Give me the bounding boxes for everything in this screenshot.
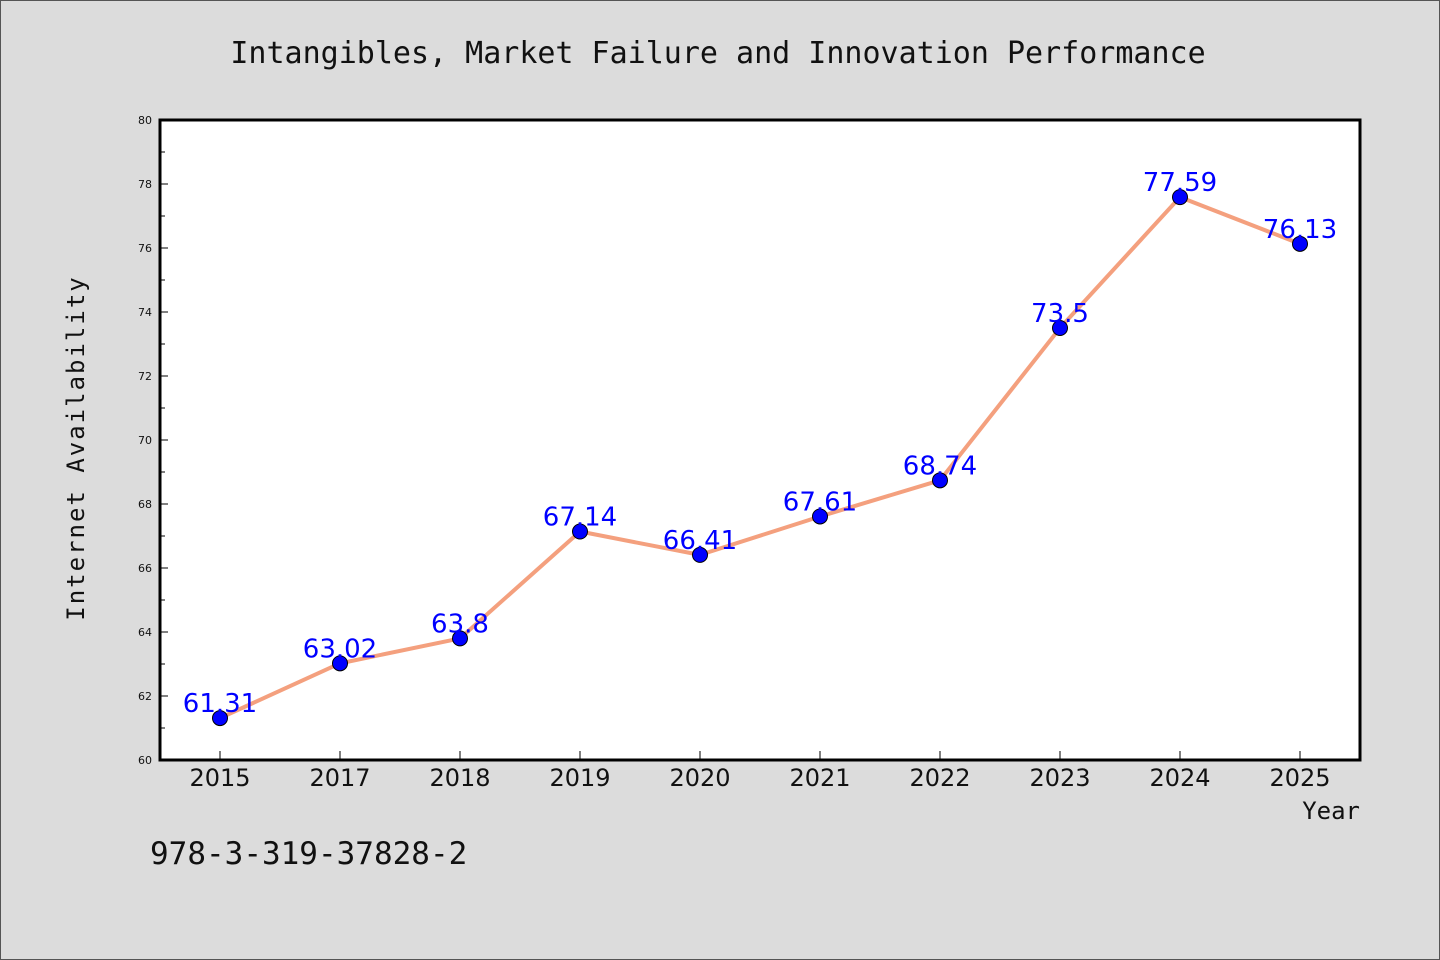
y-tick-label: 68: [138, 498, 152, 511]
data-point: [452, 630, 468, 647]
data-point: [932, 472, 948, 489]
y-tick-label: 74: [138, 306, 152, 319]
x-tick-label: 2018: [429, 764, 490, 792]
data-point: [1172, 189, 1188, 206]
y-tick-label: 72: [138, 370, 152, 383]
data-point: [1052, 320, 1068, 336]
data-label: 67.14: [543, 503, 617, 533]
x-tick-label: 2020: [669, 764, 730, 792]
data-label: 66.41: [663, 526, 737, 556]
series-layer: 61.31 63.02 63.8 67.14 66.41 67.61 68.74 73.5 77…: [183, 168, 1337, 727]
x-tick-label: 2019: [549, 764, 610, 792]
x-tick-label: 2015: [189, 764, 250, 792]
data-point: [1292, 235, 1308, 252]
y-tick-label: 64: [138, 626, 152, 639]
data-point: [332, 655, 348, 672]
x-tick-label: 2022: [909, 764, 970, 792]
y-axis-label: Internet Availability: [62, 275, 90, 620]
data-point: [572, 523, 588, 540]
x-tick-label: 2021: [789, 764, 850, 792]
data-point: [212, 710, 228, 727]
y-tick-label: 78: [138, 178, 152, 191]
data-point: [812, 508, 828, 525]
x-tick-label: 2024: [1149, 764, 1210, 792]
isbn-footer: 978-3-319-37828-2: [150, 836, 467, 872]
data-label: 67.61: [783, 487, 857, 517]
data-label: 68.74: [903, 451, 977, 481]
y-tick-label: 70: [138, 434, 152, 447]
data-label: 61.31: [183, 689, 257, 719]
chart-title: Intangibles, Market Failure and Innovati…: [230, 36, 1205, 71]
y-tick-label: 80: [138, 114, 152, 127]
y-tick-label: 62: [138, 690, 152, 703]
data-label: 77.59: [1143, 168, 1217, 198]
x-tick-label: 2017: [309, 764, 370, 792]
x-axis-label: Year: [1302, 797, 1360, 825]
ticks-layer: 60 62 64 66 68 70 72 74 76 78 80 2015 2017 2018 2019 20…: [138, 114, 1331, 792]
x-tick-label: 2023: [1029, 764, 1090, 792]
y-tick-label: 76: [138, 242, 152, 255]
y-tick-label: 60: [138, 754, 152, 767]
y-tick-label: 66: [138, 562, 152, 575]
data-label: 73.5: [1031, 299, 1089, 329]
data-label: 76.13: [1263, 215, 1337, 245]
plot-border: [158, 118, 1362, 762]
data-point: [692, 546, 708, 563]
series-line: [219, 195, 1301, 720]
x-tick-label: 2025: [1269, 764, 1330, 792]
data-label: 63.02: [303, 634, 377, 664]
data-label: 63.8: [431, 609, 489, 639]
plot-area: [160, 120, 1360, 760]
